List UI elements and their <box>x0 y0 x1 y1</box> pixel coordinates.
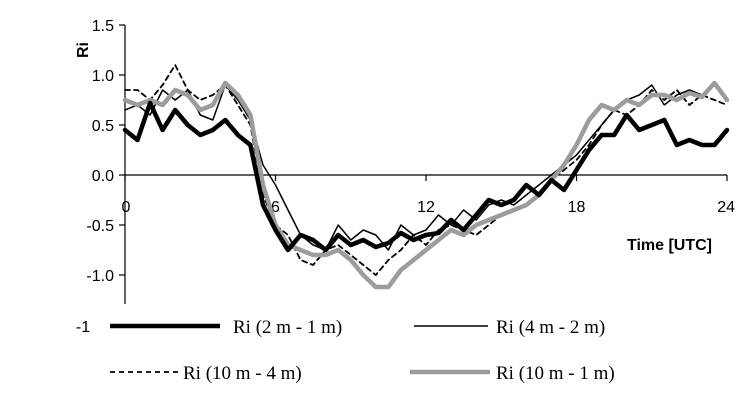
stray-tick-label: -1 <box>76 319 90 336</box>
labels-layer: Ri Time [UTC] -1 <box>75 42 712 336</box>
legend: Ri (2 m - 1 m) Ri (4 m - 2 m) Ri (10 m - 4… <box>110 317 615 384</box>
x-tick-label: 18 <box>568 199 586 216</box>
series-line-4 <box>122 80 730 290</box>
x-tick-label: 6 <box>271 199 280 216</box>
y-tick-label: 1.5 <box>92 18 114 35</box>
series-line-1 <box>122 100 730 253</box>
y-tick-label: -0.5 <box>86 218 114 235</box>
x-tick-label: 0 <box>122 199 131 216</box>
x-tick-label: 24 <box>717 199 735 216</box>
y-axis-title: Ri <box>75 42 92 58</box>
y-tick-label: 0.0 <box>92 168 114 185</box>
y-tick-label: 0.5 <box>92 118 114 135</box>
legend-label-2: Ri (4 m - 2 m) <box>496 317 605 338</box>
axes-layer: 1.5 1.0 0.5 0.0 -0.5 -1.0 0 6 12 18 24 <box>86 18 735 304</box>
y-tick-label: -1.0 <box>86 268 114 285</box>
series-layer <box>122 64 730 290</box>
x-axis-title: Time [UTC] <box>627 237 712 254</box>
legend-label-4: Ri (10 m - 1 m) <box>496 363 615 384</box>
legend-label-3: Ri (10 m - 4 m) <box>183 363 302 384</box>
legend-label-1: Ri (2 m - 1 m) <box>233 317 342 338</box>
x-tick-label: 12 <box>417 199 435 216</box>
y-tick-label: 1.0 <box>92 68 114 85</box>
